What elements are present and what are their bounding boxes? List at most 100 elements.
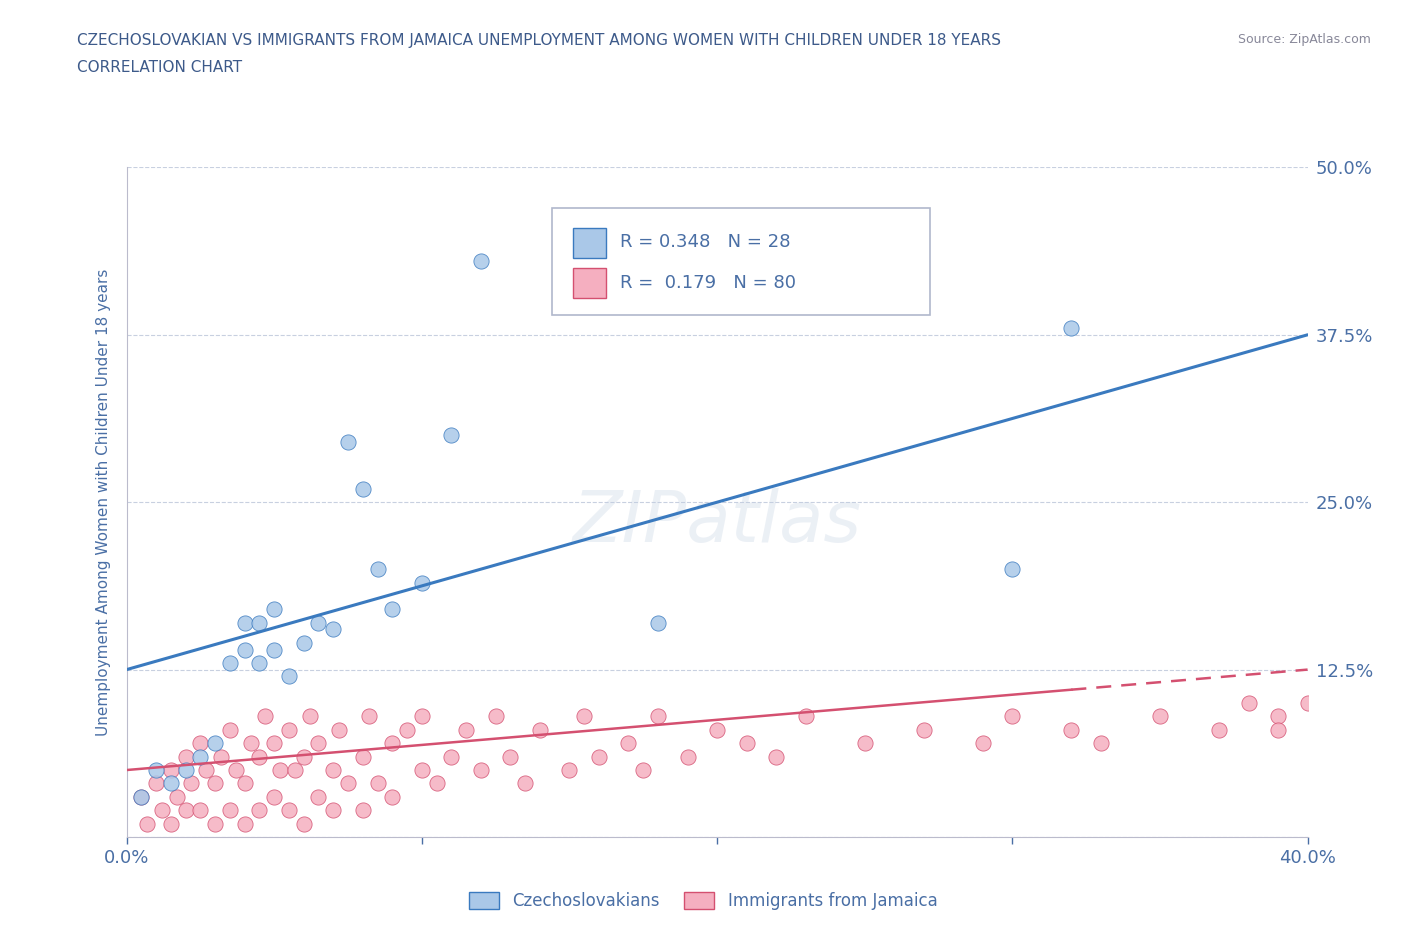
- Point: [352, 803, 374, 817]
- Point: [972, 736, 994, 751]
- Point: [853, 736, 876, 751]
- Point: [145, 776, 167, 790]
- Point: [366, 562, 388, 577]
- Point: [470, 763, 492, 777]
- Point: [145, 763, 167, 777]
- Point: [174, 803, 197, 817]
- Point: [794, 709, 817, 724]
- Bar: [574, 268, 606, 298]
- Point: [647, 709, 669, 724]
- Point: [735, 220, 758, 235]
- Point: [129, 790, 153, 804]
- Point: [284, 763, 307, 777]
- Point: [470, 254, 492, 269]
- Point: [219, 723, 242, 737]
- Point: [735, 736, 758, 751]
- Point: [292, 817, 315, 831]
- Point: [574, 709, 596, 724]
- Point: [263, 602, 285, 617]
- Point: [765, 750, 787, 764]
- Point: [411, 709, 433, 724]
- Point: [263, 642, 285, 657]
- Point: [631, 763, 654, 777]
- Point: [529, 723, 551, 737]
- Point: [278, 723, 301, 737]
- Text: Source: ZipAtlas.com: Source: ZipAtlas.com: [1237, 33, 1371, 46]
- Point: [188, 803, 211, 817]
- Point: [1001, 562, 1024, 577]
- Point: [233, 642, 256, 657]
- Point: [440, 428, 463, 443]
- Point: [174, 750, 197, 764]
- Point: [180, 776, 202, 790]
- Bar: [574, 228, 606, 258]
- FancyBboxPatch shape: [551, 207, 929, 314]
- Point: [247, 656, 270, 671]
- Point: [499, 750, 522, 764]
- Point: [278, 803, 301, 817]
- Point: [269, 763, 291, 777]
- Point: [159, 776, 183, 790]
- Legend: Czechoslovakians, Immigrants from Jamaica: Czechoslovakians, Immigrants from Jamaic…: [463, 885, 943, 917]
- Point: [454, 723, 477, 737]
- Point: [337, 776, 360, 790]
- Point: [647, 616, 669, 631]
- Point: [558, 763, 581, 777]
- Point: [1267, 709, 1289, 724]
- Point: [357, 709, 380, 724]
- Point: [263, 736, 285, 751]
- Point: [129, 790, 153, 804]
- Point: [1267, 723, 1289, 737]
- Text: CZECHOSLOVAKIAN VS IMMIGRANTS FROM JAMAICA UNEMPLOYMENT AMONG WOMEN WITH CHILDRE: CZECHOSLOVAKIAN VS IMMIGRANTS FROM JAMAI…: [77, 33, 1001, 47]
- Point: [912, 723, 935, 737]
- Point: [328, 723, 350, 737]
- Point: [209, 750, 232, 764]
- Point: [588, 750, 610, 764]
- Point: [396, 723, 419, 737]
- Point: [219, 803, 242, 817]
- Point: [1296, 696, 1319, 711]
- Point: [254, 709, 277, 724]
- Point: [411, 575, 433, 590]
- Point: [233, 616, 256, 631]
- Point: [298, 709, 321, 724]
- Point: [233, 817, 256, 831]
- Text: R = 0.348   N = 28: R = 0.348 N = 28: [620, 233, 790, 251]
- Point: [247, 750, 270, 764]
- Point: [278, 669, 301, 684]
- Text: CORRELATION CHART: CORRELATION CHART: [77, 60, 242, 75]
- Point: [1060, 723, 1083, 737]
- Point: [239, 736, 262, 751]
- Point: [219, 656, 242, 671]
- Point: [411, 763, 433, 777]
- Point: [136, 817, 159, 831]
- Point: [366, 776, 388, 790]
- Point: [322, 763, 344, 777]
- Point: [515, 776, 537, 790]
- Point: [706, 723, 728, 737]
- Point: [159, 817, 183, 831]
- Point: [484, 709, 508, 724]
- Point: [292, 635, 315, 650]
- Point: [188, 750, 211, 764]
- Text: R =  0.179   N = 80: R = 0.179 N = 80: [620, 273, 796, 292]
- Point: [1237, 696, 1260, 711]
- Point: [337, 434, 360, 449]
- Point: [322, 622, 344, 637]
- Point: [1001, 709, 1024, 724]
- Point: [233, 776, 256, 790]
- Point: [352, 750, 374, 764]
- Point: [307, 616, 329, 631]
- Point: [1060, 321, 1083, 336]
- Point: [204, 736, 226, 751]
- Point: [195, 763, 218, 777]
- Point: [425, 776, 447, 790]
- Point: [307, 790, 329, 804]
- Point: [381, 790, 404, 804]
- Point: [1090, 736, 1112, 751]
- Point: [1149, 709, 1171, 724]
- Point: [263, 790, 285, 804]
- Point: [225, 763, 247, 777]
- Point: [1208, 723, 1230, 737]
- Point: [204, 776, 226, 790]
